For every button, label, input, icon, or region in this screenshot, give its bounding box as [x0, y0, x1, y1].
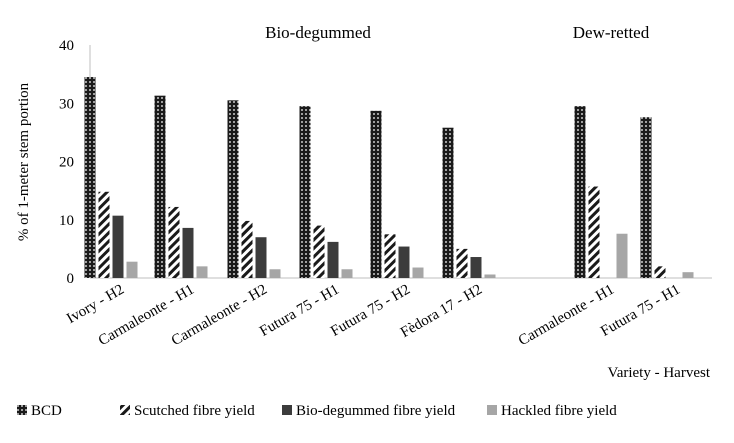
legend-swatch	[282, 405, 292, 415]
legend-swatch	[17, 405, 27, 415]
bar-bcd	[84, 77, 96, 278]
bar-scutched-fibre-yield	[313, 225, 325, 278]
y-tick-label: 10	[59, 213, 74, 229]
legend-label: Hackled fibre yield	[501, 403, 617, 419]
bar-scutched-fibre-yield	[384, 234, 396, 278]
y-tick-label: 20	[59, 155, 74, 171]
bar-bio-degummed-fibre-yield	[255, 237, 267, 278]
legend-swatch	[487, 405, 497, 415]
group-label: Dew-retted	[573, 23, 650, 42]
bar-bio-degummed-fibre-yield	[398, 246, 410, 278]
bar-scutched-fibre-yield	[168, 206, 180, 278]
bar-scutched-fibre-yield	[98, 191, 110, 278]
bar-bio-degummed-fibre-yield	[327, 241, 339, 278]
y-tick-label: 40	[59, 38, 74, 54]
y-tick-label: 0	[67, 271, 75, 287]
bar-hackled-fibre-yield	[412, 267, 424, 278]
bar-hackled-fibre-yield	[484, 274, 496, 278]
bar-scutched-fibre-yield	[241, 220, 253, 278]
bar-hackled-fibre-yield	[341, 269, 353, 278]
legend-label: Bio-degummed fibre yield	[296, 403, 456, 419]
bar-bcd	[154, 95, 166, 279]
bar-bio-degummed-fibre-yield	[182, 227, 194, 278]
bars	[84, 77, 694, 279]
group-labels: Bio-degummed Dew-retted	[265, 23, 650, 42]
y-tick-labels: 0 10 20 30 40	[59, 38, 74, 287]
bar-hackled-fibre-yield	[269, 269, 281, 278]
bar-bio-degummed-fibre-yield	[112, 215, 124, 278]
x-tick-label: Fèdora 17 - H2	[398, 282, 485, 341]
bar-scutched-fibre-yield	[588, 186, 600, 278]
group-label: Bio-degummed	[265, 23, 371, 42]
legend: BCD Scutched fibre yield Bio-degummed fibr…	[17, 403, 617, 419]
y-axis-title: % of 1-meter stem portion	[16, 82, 32, 241]
bar-bcd	[442, 127, 454, 278]
bar-bcd	[640, 117, 652, 278]
bar-hackled-fibre-yield	[616, 233, 628, 278]
legend-swatch	[120, 405, 130, 415]
x-axis-title: Variety - Harvest	[608, 365, 711, 381]
x-tick-label: Futura 75 - H1	[257, 282, 342, 340]
legend-label: BCD	[31, 403, 62, 419]
x-tick-label: Carmaleonte - H1	[516, 282, 617, 350]
bar-scutched-fibre-yield	[456, 248, 468, 278]
bar-bio-degummed-fibre-yield	[470, 257, 482, 278]
y-tick-label: 30	[59, 96, 74, 112]
bar-bcd	[299, 106, 311, 278]
bar-scutched-fibre-yield	[654, 266, 666, 278]
bar-bcd	[574, 106, 586, 278]
bar-bcd	[370, 110, 382, 278]
bar-hackled-fibre-yield	[196, 266, 208, 278]
bar-bcd	[227, 100, 239, 279]
bar-hackled-fibre-yield	[126, 261, 138, 278]
legend-label: Scutched fibre yield	[134, 403, 255, 419]
x-tick-label: Ivory - H2	[64, 282, 127, 328]
bar-hackled-fibre-yield	[682, 272, 694, 278]
